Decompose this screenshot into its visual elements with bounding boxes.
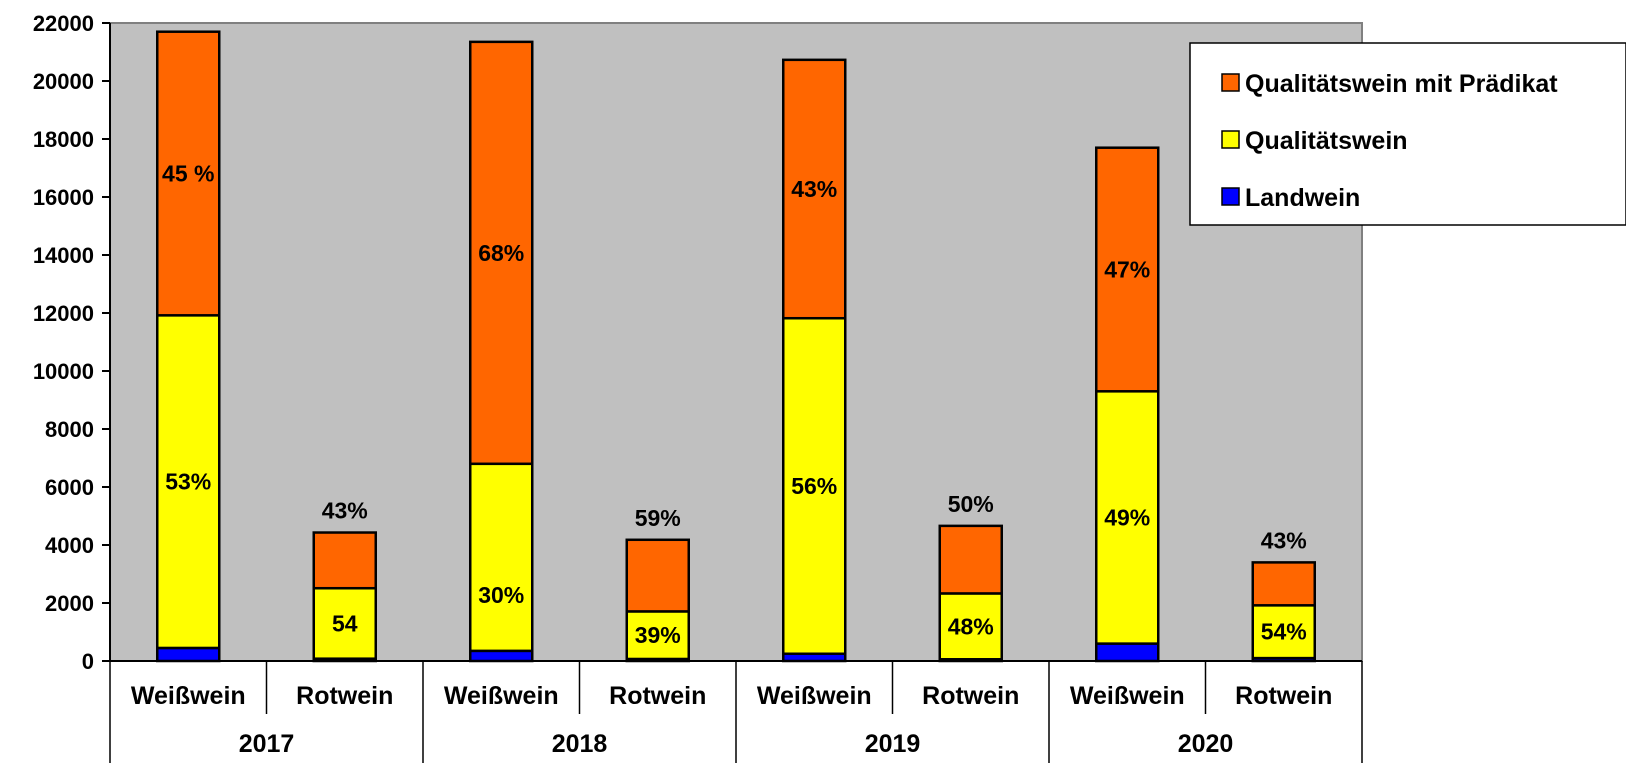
x-group-label: 2020	[1178, 730, 1234, 758]
bar-segment	[156, 314, 221, 650]
y-tick-label: 0	[82, 649, 94, 674]
data-label: 48%	[948, 613, 994, 639]
bar-segment	[938, 524, 1003, 595]
legend-swatch	[1221, 187, 1240, 206]
x-group-label: 2019	[865, 730, 921, 758]
x-category-label: Weißwein	[1070, 682, 1185, 710]
data-label: 47%	[1104, 257, 1150, 283]
bar-segment	[782, 58, 847, 320]
y-tick-label: 2000	[45, 591, 94, 616]
data-label: 39%	[635, 622, 681, 648]
bar-segment	[938, 592, 1003, 661]
bar-segment	[469, 462, 534, 653]
x-category-label: Rotwein	[296, 682, 393, 710]
y-tick-label: 4000	[45, 533, 94, 558]
bar-segment	[156, 30, 221, 317]
y-tick-label: 22000	[33, 11, 94, 36]
legend-label: Landwein	[1245, 184, 1360, 212]
data-label: 56%	[791, 473, 837, 499]
axis-layer: 0 2000 4000 6000 8000 10000 12000 14000 16000 180…	[33, 11, 1363, 763]
bar-segment	[156, 646, 221, 663]
legend-swatch	[1221, 130, 1240, 149]
y-tick-label: 14000	[33, 243, 94, 268]
legend-label: Qualitätswein	[1245, 127, 1408, 155]
x-category-label: Weißwein	[444, 682, 559, 710]
x-category-label: Rotwein	[922, 682, 1019, 710]
y-tick-label: 20000	[33, 69, 94, 94]
data-label: 59%	[635, 505, 681, 531]
bar-segment	[469, 40, 534, 466]
data-label: 54%	[1261, 619, 1307, 645]
y-tick-label: 16000	[33, 185, 94, 210]
bars-layer	[156, 30, 1316, 663]
data-labels-layer: 45 % 53% 43% 54 68% 30% 59% 39% 43% 56% 50% 48% 47% 4…	[162, 161, 1307, 649]
y-tick-label: 8000	[45, 417, 94, 442]
x-category-label: Weißwein	[757, 682, 872, 710]
legend-box	[1189, 42, 1626, 226]
legend: Qualitätswein mit Prädikat Qualitätswein L…	[1189, 42, 1626, 226]
bar-segment	[1095, 642, 1160, 663]
data-label: 53%	[165, 469, 211, 495]
bar-segment	[312, 586, 377, 660]
data-label: 54	[332, 610, 358, 636]
legend-swatch	[1221, 73, 1240, 92]
y-tick-label: 6000	[45, 475, 94, 500]
data-label: 45 %	[162, 161, 214, 187]
bar-segment	[1095, 146, 1160, 393]
bar-segment	[312, 531, 377, 590]
y-tick-label: 12000	[33, 301, 94, 326]
y-tick-label: 10000	[33, 359, 94, 384]
x-category-label: Rotwein	[609, 682, 706, 710]
plot-area	[109, 22, 1363, 662]
data-label: 30%	[478, 582, 524, 608]
data-label: 50%	[948, 491, 994, 517]
data-label: 43%	[791, 176, 837, 202]
data-label: 68%	[478, 240, 524, 266]
x-group-label: 2018	[552, 730, 608, 758]
x-category-label: Rotwein	[1235, 682, 1332, 710]
bar-segment	[1251, 604, 1316, 660]
data-label: 43%	[322, 498, 368, 524]
legend-label: Qualitätswein mit Prädikat	[1245, 70, 1558, 98]
bar-segment	[469, 649, 534, 663]
x-group-label: 2017	[239, 730, 295, 758]
bar-segment	[1251, 561, 1316, 607]
y-tick-label: 18000	[33, 127, 94, 152]
bar-segment	[782, 316, 847, 655]
x-category-label: Weißwein	[131, 682, 246, 710]
data-label: 49%	[1104, 504, 1150, 530]
data-label: 43%	[1261, 527, 1307, 553]
bar-segment	[625, 538, 690, 613]
